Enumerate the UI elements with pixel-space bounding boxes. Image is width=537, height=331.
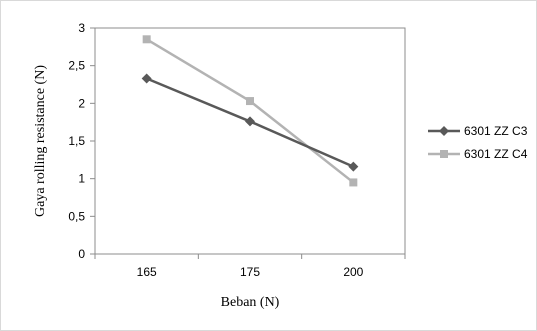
legend-label: 6301 ZZ C4 [464, 147, 528, 161]
data-point-marker [141, 73, 152, 84]
plot-area [94, 27, 406, 255]
series-0 [141, 73, 359, 172]
data-point-marker [142, 35, 151, 44]
legend-marker [440, 150, 448, 158]
x-tick-label: 165 [137, 265, 157, 279]
x-axis: 165 175 200 [94, 254, 406, 279]
legend: 6301 ZZ C3 6301 ZZ C4 [428, 124, 528, 161]
data-point-marker [246, 97, 254, 106]
y-axis-title: Gaya rolling resistance (N) [33, 65, 48, 217]
x-axis-title: Beban (N) [221, 295, 280, 310]
legend-marker [439, 126, 449, 136]
legend-item: 6301 ZZ C4 [428, 147, 528, 161]
y-tick-label: 0,5 [68, 209, 85, 223]
y-tick-label: 2 [78, 96, 85, 110]
y-axis: 0 0,5 1 1,5 2 2,5 3 [68, 21, 95, 261]
y-tick-label: 1 [78, 172, 85, 186]
series-group [141, 35, 359, 187]
y-tick-label: 2,5 [68, 59, 85, 73]
data-point-marker [349, 178, 358, 187]
y-tick-label: 0 [78, 247, 85, 261]
x-tick-label: 200 [343, 265, 363, 279]
x-tick-label: 175 [240, 265, 260, 279]
data-point-marker [348, 161, 359, 172]
legend-label: 6301 ZZ C3 [464, 124, 528, 138]
series-line [146, 38, 355, 184]
data-point-marker [245, 116, 255, 127]
y-tick-label: 3 [78, 21, 85, 35]
series-1 [142, 35, 358, 187]
legend-item: 6301 ZZ C3 [428, 124, 528, 138]
y-tick-label: 1,5 [68, 134, 85, 148]
